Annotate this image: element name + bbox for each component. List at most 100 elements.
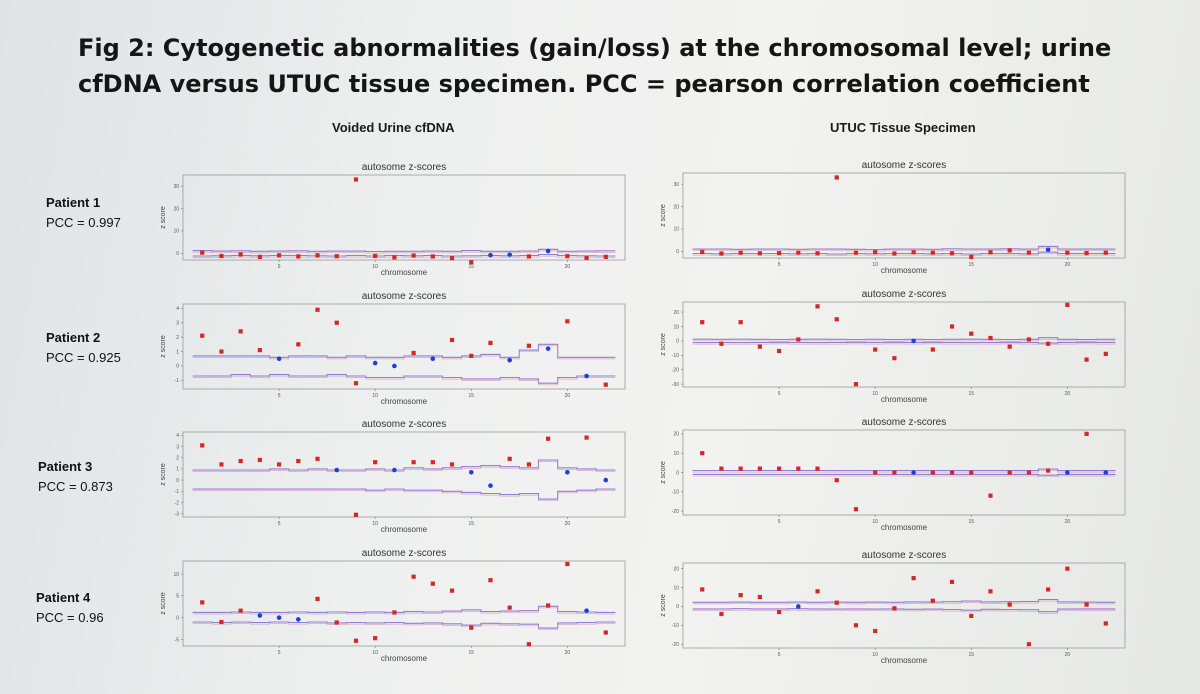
data-point-abnormal [757,251,762,256]
y-tick-label: 20 [173,206,179,212]
data-point-abnormal [700,320,705,325]
data-point-normal [392,363,397,369]
data-point-normal [430,356,436,362]
data-point-abnormal [276,462,282,467]
x-tick-label: 10 [872,652,878,658]
data-point-abnormal [757,466,762,471]
data-point-abnormal [315,253,320,258]
band-lower-shadow [692,475,1116,478]
data-point-abnormal [834,600,839,605]
data-point-normal [796,604,801,609]
y-tick-label: 10 [673,451,679,457]
y-tick-label: 10 [673,324,679,330]
data-point-normal [468,469,474,475]
y-tick-label: 0 [676,604,679,610]
data-point-abnormal [411,350,416,356]
data-point-abnormal [834,175,839,180]
column-heading-tissue: UTUC Tissue Specimen [830,120,976,135]
data-point-normal [584,373,589,379]
data-point-abnormal [969,254,974,259]
y-tick-label: -2 [175,500,180,506]
x-tick-label: 15 [468,521,474,527]
data-point-abnormal [988,589,993,594]
data-point-abnormal [257,254,262,259]
x-tick-label: 20 [565,264,571,270]
patient-name: Patient 1 [46,195,101,210]
data-point-abnormal [373,636,378,641]
data-point-abnormal [526,343,532,348]
data-point-abnormal [815,251,820,256]
chart-patient3-urine: autosome z-scores -3 -2 -1 0 1 2 3 4 5 10 15 20 chrom… [160,419,626,534]
data-point-abnormal [469,353,474,358]
data-point-normal [507,357,512,363]
data-point-abnormal [449,337,455,343]
y-axis-label: z score [660,461,667,484]
data-point-abnormal [392,610,397,615]
data-point-abnormal [796,337,801,342]
x-axis-label: chromosome [881,266,928,275]
y-tick-label: 20 [673,310,679,316]
data-point-abnormal [449,462,455,467]
data-point-abnormal [1007,248,1012,253]
data-point-abnormal [238,329,243,334]
data-point-abnormal [892,356,897,361]
data-point-abnormal [700,249,705,255]
x-tick-label: 20 [1065,391,1071,397]
patient-label-4: Patient 4 PCC = 0.96 [36,588,104,628]
y-tick-label: 4 [176,433,179,439]
data-point-abnormal [219,349,224,354]
y-tick-label: 3 [176,321,179,327]
data-point-abnormal [1084,602,1089,607]
x-tick-label: 20 [565,521,571,527]
y-tick-label: -1 [175,489,180,495]
data-point-abnormal [200,333,205,338]
band-lower-line [692,473,1116,476]
data-point-abnormal [700,587,705,592]
x-tick-label: 5 [278,264,281,270]
data-point-normal [545,248,551,254]
band-upper-line [692,337,1116,341]
data-point-abnormal [949,470,955,475]
y-axis-label: z score [660,594,667,617]
y-tick-label: 0 [176,251,179,257]
chart-title: autosome z-scores [862,417,946,428]
band-lower-shadow [192,490,616,502]
x-tick-label: 5 [778,262,781,268]
y-tick-label: -10 [672,353,679,359]
band-upper-shadow [692,338,1116,342]
data-point-normal [1065,470,1070,475]
data-point-abnormal [353,381,359,386]
x-tick-label: 10 [872,519,878,525]
x-axis-label: chromosome [381,397,428,406]
data-point-abnormal [334,620,339,625]
chart-title: autosome z-scores [362,162,446,173]
x-tick-label: 10 [872,262,878,268]
data-point-abnormal [738,320,743,325]
patient-pcc: PCC = 0.997 [46,215,121,230]
plot-frame [682,301,1126,388]
patient-name: Patient 4 [36,590,91,605]
data-point-abnormal [257,457,262,463]
plot-frame [182,560,626,647]
data-point-abnormal [526,462,532,467]
data-point-abnormal [719,341,724,346]
data-point-abnormal [988,493,993,498]
band-upper-shadow [692,600,1116,605]
y-tick-label: 2 [176,456,179,462]
y-tick-label: -20 [672,368,679,374]
y-tick-label: 0 [176,478,179,484]
data-point-abnormal [603,254,608,259]
data-point-abnormal [969,331,974,336]
data-point-abnormal [315,456,320,461]
band-upper-shadow [192,607,616,615]
data-point-abnormal [1046,468,1051,473]
band-lower-shadow [192,375,616,386]
y-tick-label: 3 [176,444,179,450]
data-point-normal [545,346,551,351]
y-tick-label: 2 [176,335,179,341]
data-point-normal [603,477,609,483]
y-tick-label: 1 [176,467,179,473]
data-point-abnormal [411,574,416,579]
data-point-normal [276,615,282,620]
data-point-abnormal [1046,587,1051,592]
